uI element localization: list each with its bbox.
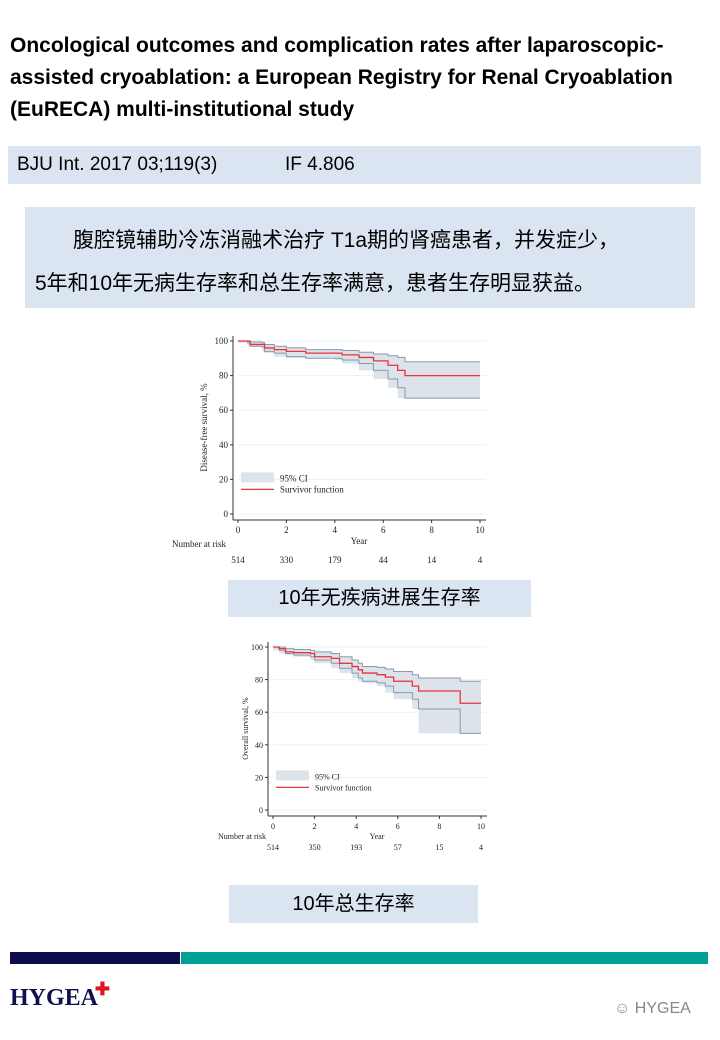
x-tick-label: 10 [477, 822, 485, 831]
citation-bar: BJU Int. 2017 03;119(3) IF 4.806 [8, 146, 701, 184]
y-tick-label: 40 [255, 741, 263, 750]
x-tick-label: 8 [429, 525, 434, 535]
legend-line-label: Survivor function [315, 783, 372, 792]
y-tick-label: 100 [251, 643, 263, 652]
x-tick-label: 4 [333, 525, 338, 535]
ci-band [238, 341, 480, 399]
risk-count: 44 [379, 555, 389, 565]
wechat-icon: ☺ [614, 1000, 631, 1017]
summary-line-2: 5年和10年无病生存率和总生存率满意，患者生存明显获益。 [35, 272, 596, 295]
survivor-function-line [238, 340, 480, 377]
summary-box: 腹腔镜辅助冷冻消融术治疗 T1a期的肾癌患者，并发症少， 5年和10年无病生存率… [25, 207, 695, 308]
os-caption: 10年总生存率 [229, 885, 478, 923]
y-tick-label: 60 [219, 405, 229, 415]
y-axis-label: Overall survival, % [241, 697, 250, 760]
summary-line-1: 腹腔镜辅助冷冻消融术治疗 T1a期的肾癌患者，并发症少， [73, 229, 620, 252]
y-tick-label: 80 [255, 676, 263, 685]
page-title: Oncological outcomes and complication ra… [10, 34, 673, 121]
watermark: ☺ HYGEA [614, 1000, 691, 1018]
red-cross-icon: ✚ [94, 979, 111, 999]
risk-count: 193 [350, 843, 362, 852]
x-tick-label: 2 [284, 525, 289, 535]
hygea-logo: HYGEA ✚ [10, 979, 110, 1012]
risk-table-label: Number at risk [218, 832, 266, 841]
ci-lower-line [238, 340, 480, 399]
risk-count: 350 [309, 843, 321, 852]
ci-upper-line [238, 340, 480, 363]
risk-count: 14 [427, 555, 437, 565]
logo-text: HYGEA [10, 985, 99, 1011]
os-chart: 0 20 40 60 80 100 0 514 2 350 4 193 6 57 8 15 10 4 95% CI S… [218, 641, 489, 852]
y-tick-label: 80 [219, 371, 229, 381]
risk-table-label: Number at risk [172, 539, 226, 549]
risk-count: 179 [328, 555, 342, 565]
risk-count: 4 [479, 843, 483, 852]
y-tick-label: 0 [224, 509, 229, 519]
watermark-text: HYGEA [634, 1000, 691, 1017]
risk-count: 15 [435, 843, 443, 852]
ci-lower-line [273, 646, 481, 734]
x-tick-label: 10 [476, 525, 486, 535]
x-tick-label: 0 [236, 525, 241, 535]
y-tick-label: 40 [219, 440, 229, 450]
x-tick-label: 6 [396, 822, 400, 831]
impact-factor: IF 4.806 [285, 154, 355, 175]
risk-count: 330 [280, 555, 294, 565]
legend-ci-swatch [276, 770, 309, 781]
risk-count: 57 [394, 843, 402, 852]
footer-bar-teal [181, 952, 708, 964]
x-axis-label: Year [370, 832, 385, 841]
x-tick-label: 0 [271, 822, 275, 831]
y-tick-label: 20 [219, 474, 229, 484]
x-tick-label: 6 [381, 525, 386, 535]
legend-line-label: Survivor function [280, 484, 344, 494]
y-tick-label: 60 [255, 708, 263, 717]
y-tick-label: 20 [255, 773, 263, 782]
risk-count: 514 [267, 843, 279, 852]
legend-ci-swatch [241, 472, 274, 483]
dfs-chart: 0 20 40 60 80 100 0 514 2 330 4 179 6 44 8 14 10 4 95% CIS… [172, 335, 488, 565]
ci-band [273, 647, 481, 734]
x-axis-label: Year [351, 536, 368, 546]
legend-ci-label: 95% CI [280, 473, 308, 483]
y-tick-label: 0 [259, 806, 263, 815]
risk-count: 514 [231, 555, 245, 565]
x-tick-label: 8 [437, 822, 441, 831]
y-tick-label: 100 [215, 336, 229, 346]
legend-ci-label: 95% CI [315, 772, 340, 781]
y-axis-label: Disease-free survival, % [199, 383, 209, 472]
ci-upper-line [273, 646, 481, 682]
risk-count: 4 [478, 555, 483, 565]
x-tick-label: 2 [313, 822, 317, 831]
x-tick-label: 4 [354, 822, 358, 831]
journal-citation: BJU Int. 2017 03;119(3) [17, 154, 218, 175]
survivor-function-line [273, 646, 481, 704]
footer-bar-navy [10, 952, 180, 964]
dfs-caption: 10年无疾病进展生存率 [228, 580, 531, 617]
